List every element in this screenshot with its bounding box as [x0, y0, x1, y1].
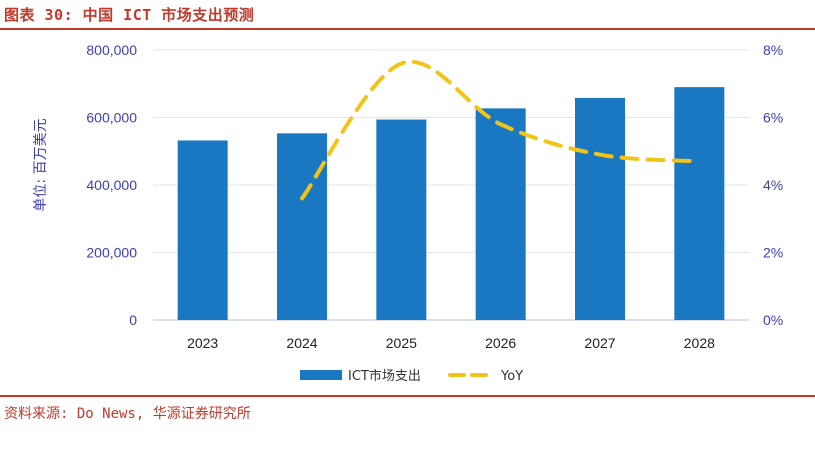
left-axis-ticks: 0 200,000 400,000 600,000 800,000 — [86, 42, 137, 328]
bar — [376, 119, 427, 321]
y2-tick-label: 2% — [763, 245, 783, 261]
legend: ICT市场支出 YoY — [300, 368, 523, 384]
legend-swatch-bar — [300, 370, 342, 380]
bar-series — [177, 87, 725, 321]
right-axis-ticks: 0% 2% 4% 6% 8% — [763, 42, 783, 328]
y-tick-label: 200,000 — [86, 245, 137, 261]
x-tick-label: 2027 — [584, 335, 615, 351]
x-tick-label: 2025 — [386, 335, 417, 351]
source-rule — [0, 395, 815, 397]
y-axis-label: 单位: 百万美元 — [33, 118, 49, 211]
x-tick-label: 2023 — [187, 335, 218, 351]
source-note: 资料来源: Do News, 华源证券研究所 — [4, 406, 251, 422]
yoy-series — [300, 59, 702, 201]
legend-label-line: YoY — [500, 369, 523, 384]
figure-title: 图表 30: 中国 ICT 市场支出预测 — [4, 6, 255, 24]
bar — [475, 108, 526, 320]
bar — [575, 97, 625, 320]
yoy-line — [300, 59, 702, 201]
y2-tick-label: 8% — [763, 42, 783, 58]
bar — [177, 140, 228, 320]
category-axis-ticks: 2023 2024 2025 2026 2027 2028 — [187, 335, 715, 351]
y-tick-label: 0 — [129, 312, 137, 328]
gridlines — [153, 49, 749, 321]
y-tick-label: 600,000 — [86, 110, 137, 126]
bar — [277, 133, 327, 320]
chart: 0 200,000 400,000 600,000 800,000 0% 2% 4% 6% 8%… — [33, 42, 783, 384]
x-tick-label: 2028 — [684, 335, 715, 351]
title-rule — [0, 28, 815, 30]
x-tick-label: 2026 — [485, 335, 516, 351]
x-tick-label: 2024 — [286, 335, 317, 351]
y-tick-label: 400,000 — [86, 177, 137, 193]
y2-tick-label: 0% — [763, 312, 783, 328]
bar — [674, 87, 725, 320]
y2-tick-label: 6% — [763, 110, 783, 126]
y-tick-label: 800,000 — [86, 42, 137, 58]
y2-tick-label: 4% — [763, 177, 783, 193]
legend-label-bar: ICT市场支出 — [348, 368, 421, 384]
